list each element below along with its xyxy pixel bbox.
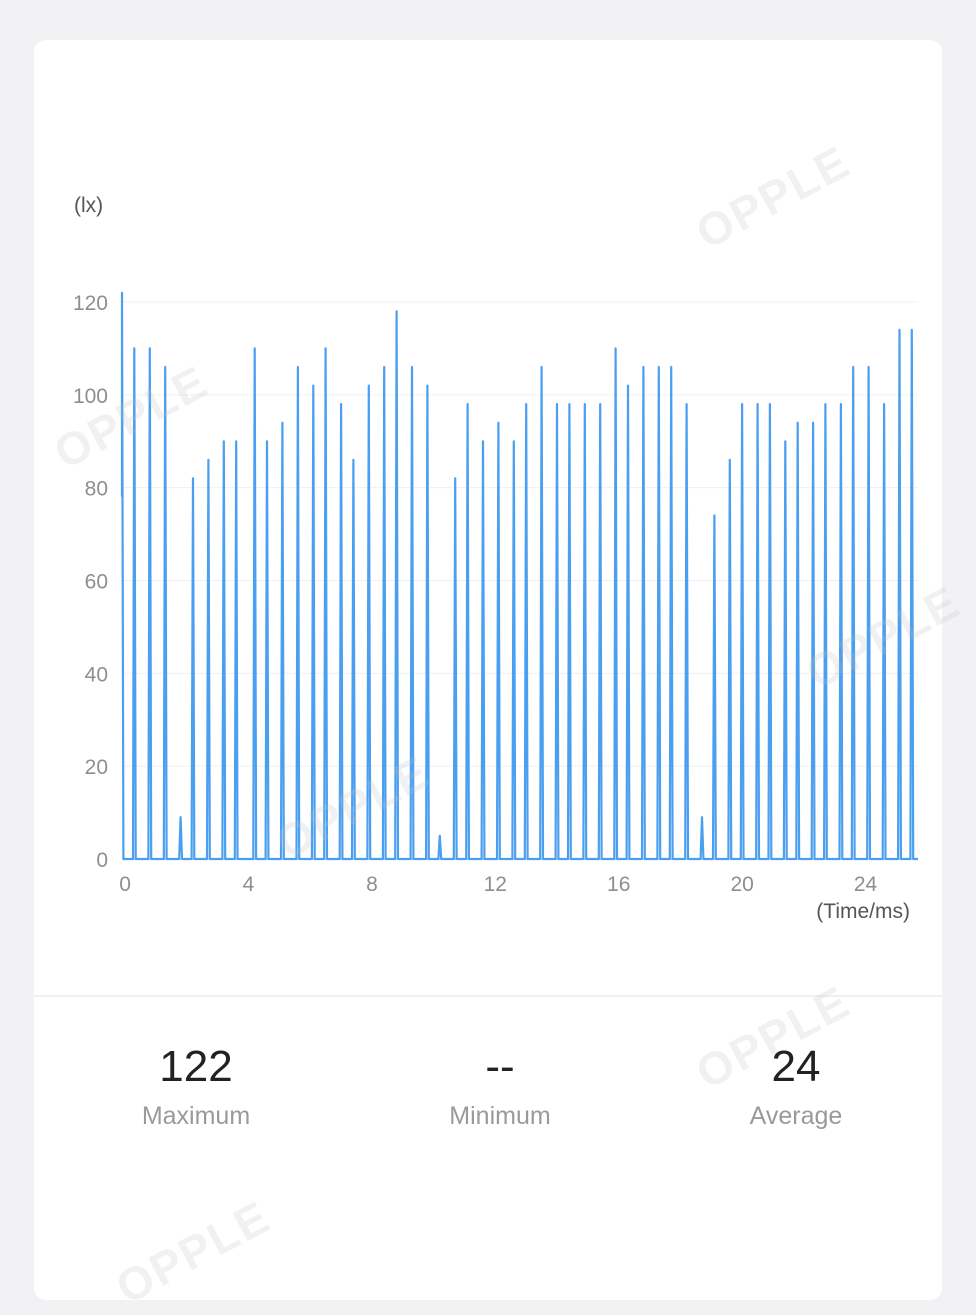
y-tick-label: 100 [73,385,108,408]
stat-label: Maximum [141,1102,251,1130]
stat-value: 24 [771,1042,821,1091]
stat-label: Average [749,1102,843,1130]
y-tick-label: 120 [73,292,108,315]
x-tick-label: 0 [119,873,131,896]
y-tick-label: 80 [85,478,108,501]
stat-label: Minimum [449,1102,551,1130]
stat-minimum: -- Minimum [350,1040,650,1131]
stat-average: 24 Average [646,1040,942,1131]
y-tick-label: 60 [85,571,108,594]
divider [34,995,942,997]
x-tick-label: 24 [854,873,878,896]
series-line [120,291,918,861]
x-tick-label: 12 [484,873,507,896]
x-tick-label: 20 [730,873,753,896]
y-tick-label: 20 [85,756,108,779]
y-tick-label: 40 [85,663,108,686]
x-tick-label: 4 [243,873,255,896]
stat-value: -- [485,1042,515,1091]
chart-card: 0 20 40 60 80 100 120 0 4 8 12 16 20 24 (lx) (Time/ms) … [34,40,942,1300]
x-axis-label: (Time/ms) [816,900,910,923]
stat-value: 122 [159,1042,233,1091]
x-tick-label: 8 [366,873,378,896]
x-tick-label: 16 [607,873,630,896]
illuminance-chart: 0 20 40 60 80 100 120 0 4 8 12 16 20 24 (lx) (Time/ms) [34,40,942,995]
chart-svg: 0 20 40 60 80 100 120 0 4 8 12 16 20 24 (lx) (Time/ms) [73,194,918,923]
stat-maximum: 122 Maximum [46,1040,346,1131]
y-axis-label: (lx) [74,194,103,217]
y-tick-label: 0 [96,849,108,872]
